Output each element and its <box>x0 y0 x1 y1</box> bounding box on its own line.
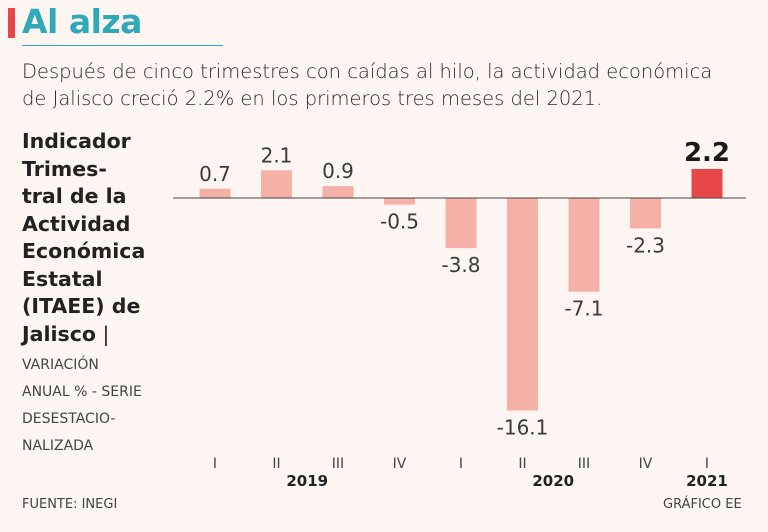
indicator-title: Indicador Trimes- tral de la Actividad E… <box>22 128 172 348</box>
bar-6 <box>568 198 600 292</box>
data-label-5: -16.1 <box>497 416 549 440</box>
source-label: FUENTE: INEGI <box>22 497 118 512</box>
chart-x-ticks: I II III IV I II III IV I <box>213 456 709 472</box>
data-label-3: -0.5 <box>380 210 419 234</box>
data-label-1: 2.1 <box>261 143 293 167</box>
page-title: Al alza <box>22 2 142 41</box>
x-tick-2: III <box>332 456 344 472</box>
bar-1 <box>261 170 292 198</box>
bar-4 <box>445 198 477 249</box>
data-label-4: -3.8 <box>441 253 480 277</box>
data-label-6: -7.1 <box>564 297 603 321</box>
year-label-1: 2020 <box>532 472 574 490</box>
bar-0 <box>199 188 231 198</box>
x-tick-7: IV <box>639 456 653 472</box>
bar-3 <box>384 198 415 205</box>
year-label-2: 2021 <box>686 472 728 490</box>
indicator-title-text: Indicador Trimes- tral de la Actividad E… <box>22 129 146 346</box>
data-label-8: 2.2 <box>684 138 730 168</box>
data-label-7: -2.3 <box>626 233 665 257</box>
x-tick-1: II <box>272 456 280 472</box>
x-tick-8: I <box>705 456 709 472</box>
x-tick-6: III <box>578 456 590 472</box>
bar-8 <box>691 168 723 198</box>
chart-data-labels: 0.7 2.1 0.9 -0.5 -3.8 -16.1 -7.1 -2.3 2.2 <box>199 138 730 440</box>
bar-5 <box>507 198 538 411</box>
chart-subtitle: Después de cinco trimestres con caídas a… <box>22 60 713 110</box>
credit-label: GRÁFICO EE <box>663 497 742 512</box>
data-label-2: 0.9 <box>322 159 354 183</box>
indicator-separator: | <box>95 321 110 346</box>
bar-7 <box>630 198 661 229</box>
x-tick-0: I <box>213 456 217 472</box>
title-underline <box>22 45 223 46</box>
chart-bars <box>199 168 723 411</box>
x-tick-5: II <box>518 456 526 472</box>
x-tick-3: IV <box>393 456 407 472</box>
bar-2 <box>322 186 354 198</box>
title-accent-bar <box>8 8 15 38</box>
indicator-subtitle: VARIACIÓN ANUAL % - SERIE DESESTACIO- NA… <box>22 357 142 454</box>
chart-year-labels: 2019 2020 2021 <box>286 472 728 490</box>
data-label-0: 0.7 <box>199 162 231 186</box>
year-label-0: 2019 <box>286 472 328 490</box>
x-tick-4: I <box>459 456 463 472</box>
